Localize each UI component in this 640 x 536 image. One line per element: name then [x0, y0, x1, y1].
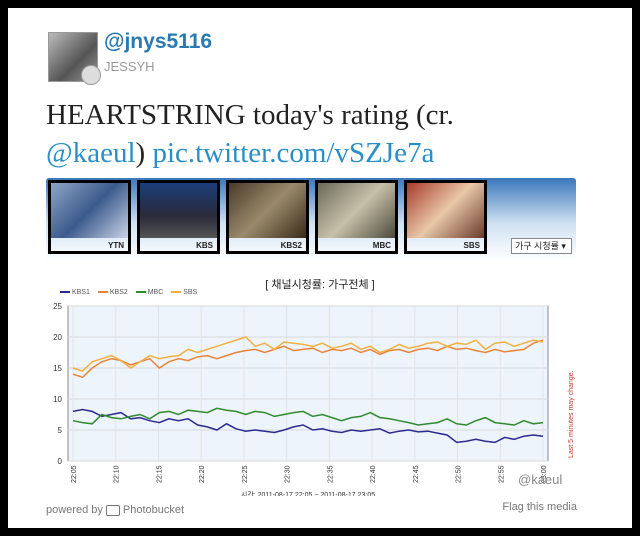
user-avatar[interactable] [48, 32, 101, 85]
legend-item: KBS1 [60, 289, 90, 296]
channel-strip: YTN KBS KBS2 MBC SBS 가구 시청률 ▾ [46, 178, 576, 260]
x-tick-label: 22:25 [242, 465, 249, 483]
tweet-main-text: HEARTSTRING today's rating (cr. [46, 99, 454, 131]
powered-by: powered by Photobucket [46, 504, 184, 516]
x-range-label: 시간: 2011-08-17 22:05 ~ 2011-08-17 23:05 [241, 490, 375, 496]
channel-label: KBS2 [280, 241, 302, 250]
x-tick-label: 22:10 [114, 465, 121, 483]
x-tick-label: 22:15 [156, 465, 163, 483]
tweet-text: HEARTSTRING today's rating (cr. @kaeul) … [46, 96, 606, 172]
pic-link[interactable]: pic.twitter.com/vSZJe7a [152, 137, 435, 169]
x-tick-label: 22:20 [199, 465, 206, 483]
x-tick-label: 23:00 [541, 465, 548, 483]
legend-item: MBC [135, 289, 163, 296]
channel-thumb-image [407, 183, 484, 238]
x-tick-label: 22:55 [498, 465, 505, 483]
y-tick-label: 5 [58, 426, 63, 435]
rating-type-select[interactable]: 가구 시청률 ▾ [511, 238, 572, 254]
channel-thumb-sbs[interactable]: SBS [404, 180, 487, 254]
channel-label: YTN [108, 241, 124, 250]
channel-thumb-image [229, 183, 306, 238]
channel-thumb-mbc[interactable]: MBC [315, 180, 398, 254]
x-tick-label: 22:05 [71, 465, 78, 483]
x-tick-label: 22:50 [456, 465, 463, 483]
channel-thumb-image [318, 183, 395, 238]
x-tick-label: 22:45 [413, 465, 420, 483]
tweet-card: @jnys5116 JESSYH HEARTSTRING today's rat… [8, 8, 632, 528]
x-tick-label: 22:40 [370, 465, 377, 483]
camera-icon [105, 504, 120, 516]
user-handle[interactable]: @jnys5116 [104, 30, 213, 53]
channel-thumb-ytn[interactable]: YTN [48, 180, 131, 254]
powered-label: powered by [46, 504, 103, 516]
y-tick-label: 15 [53, 364, 62, 373]
plot-area [67, 305, 549, 462]
x-tick-label: 22:30 [285, 465, 292, 483]
rating-type-value: 가구 시청률 [515, 241, 559, 251]
verified-badge-icon [81, 65, 101, 85]
chart-title: [ 채널시청률: 가구전체 ] [265, 279, 375, 291]
legend-item: SBS [171, 289, 197, 296]
y-tick-label: 25 [53, 302, 62, 311]
channel-label: SBS [463, 241, 480, 250]
channel-thumb-image [140, 183, 217, 238]
channel-thumb-kbs2[interactable]: KBS2 [226, 180, 309, 254]
rating-chart: 0 5 10 15 20 25 22:05 22:10 22:15 22:20 22:25 22:30… [53, 302, 549, 496]
chevron-down-icon: ▾ [561, 241, 566, 251]
chart-legend: KBS1 KBS2 MBC SBS [60, 289, 203, 296]
user-display-name: JESSYH [104, 59, 155, 74]
mention-link[interactable]: @kaeul [46, 137, 136, 169]
y-tick-label: 20 [53, 333, 62, 342]
channel-label: MBC [372, 241, 391, 250]
legend-item: KBS2 [97, 289, 128, 296]
series-line-kbs2 [72, 339, 544, 379]
flag-media-link[interactable]: Flag this media [502, 501, 577, 513]
channel-thumb-image [51, 183, 128, 238]
watermark-text: @kaeul [518, 472, 563, 487]
chart-side-note: Last 5 minutes may change. [568, 370, 575, 458]
channel-label: KBS [196, 241, 213, 250]
channel-thumb-kbs[interactable]: KBS [137, 180, 220, 254]
x-tick-label: 22:35 [327, 465, 334, 483]
y-tick-label: 10 [53, 395, 62, 404]
svg-text:Last 5 minutes may change.: Last 5 minutes may change. [568, 370, 575, 458]
series-line-kbs1 [72, 408, 544, 444]
series-line-sbs [72, 336, 544, 372]
y-tick-label: 0 [58, 457, 63, 466]
tweet-close-paren: ) [135, 137, 146, 169]
series-line-mbc [72, 407, 544, 426]
photobucket-link[interactable]: Photobucket [122, 504, 185, 516]
